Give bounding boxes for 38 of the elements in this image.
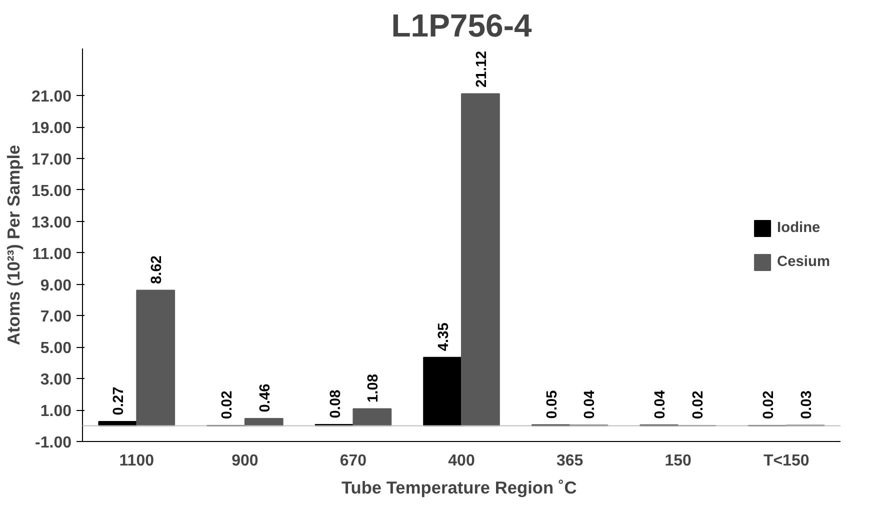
y-tick-label: 17.00 (31, 152, 72, 169)
y-tick-label: 13.00 (31, 214, 72, 232)
y-tick-label: 5.00 (40, 340, 72, 358)
y-tick-label: 1.00 (40, 403, 72, 420)
x-tick-label: 150 (664, 452, 692, 470)
data-label: 0.04 (652, 389, 669, 419)
y-tick-label: 19.00 (31, 120, 72, 138)
data-label: 0.08 (328, 390, 344, 418)
x-axis-title: Tube Temperature Region ˚C (341, 478, 578, 498)
data-label: 8.62 (149, 255, 166, 284)
y-tick-label: 11.00 (32, 246, 72, 263)
y-tick-label: -1.00 (35, 434, 72, 452)
data-label: 1.08 (366, 374, 382, 403)
x-tick-label: 1100 (119, 452, 154, 470)
y-tick-label: 7.00 (40, 308, 72, 326)
data-label: 4.35 (436, 322, 452, 352)
data-label: 0.27 (111, 386, 128, 416)
y-tick-label: 9.00 (40, 277, 72, 294)
data-label: 0.05 (544, 390, 560, 419)
chart-title: L1P756-4 (391, 8, 532, 44)
x-tick-label: 900 (232, 452, 258, 470)
y-tick-label: 15.00 (31, 182, 72, 200)
data-label: 21.12 (474, 50, 490, 88)
data-label: 0.46 (257, 384, 274, 412)
legend-label: Cesium (777, 254, 830, 270)
data-label: 0.03 (798, 390, 815, 420)
x-tick-label: T<150 (763, 452, 810, 470)
x-tick-label: 670 (340, 452, 367, 470)
legend-label: Iodine (777, 220, 820, 236)
y-tick-label: 21.00 (31, 88, 72, 106)
x-tick-label: 400 (448, 452, 475, 470)
data-label: 0.04 (582, 389, 598, 419)
data-label: 0.02 (760, 390, 777, 420)
x-tick-label: 365 (556, 452, 584, 470)
data-label: 0.02 (690, 390, 707, 420)
y-tick-label: 3.00 (40, 372, 72, 389)
data-label: 0.02 (219, 390, 236, 420)
y-axis-title: Atoms (10²³) Per Sample (3, 144, 24, 346)
